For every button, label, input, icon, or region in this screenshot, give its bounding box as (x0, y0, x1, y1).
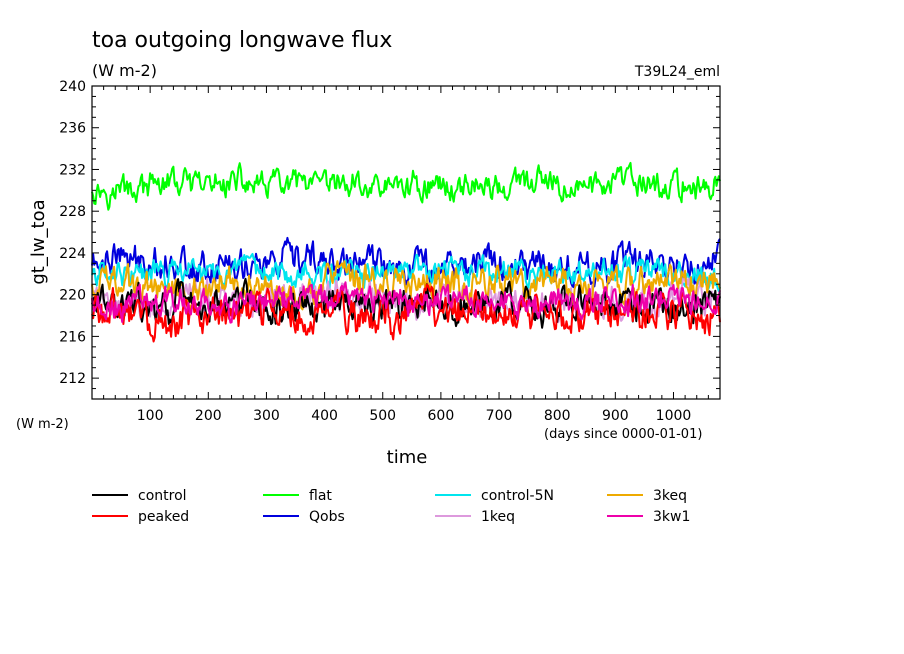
y-tick-label: 236 (59, 121, 86, 137)
x-tick-label: 100 (137, 408, 164, 424)
x-tick-label: 1000 (656, 408, 692, 424)
legend-item: control (92, 488, 187, 504)
y-tick-labels: 212 216 220 224 228 232 236 240 (59, 79, 86, 387)
y-tick-label: 228 (59, 204, 86, 220)
x-units-label: (days since 0000-01-01) (544, 427, 702, 442)
series-line-qobs (91, 236, 721, 289)
legend-item: peaked (92, 509, 189, 525)
legend-label: peaked (138, 509, 189, 525)
x-tick-label: 400 (311, 408, 338, 424)
chart-units: (W m-2) (92, 61, 157, 80)
legend-label: control-5N (481, 488, 554, 504)
legend-label: flat (309, 488, 332, 504)
x-tick-label: 300 (253, 408, 280, 424)
axis-ticks (92, 86, 720, 399)
legend-item: 3keq (607, 488, 687, 504)
x-tick-label: 900 (602, 408, 629, 424)
chart-title: toa outgoing longwave flux (92, 28, 392, 53)
y-tick-label: 224 (59, 246, 86, 262)
legend: control flat control-5N 3keq peaked Qobs 1keq 3… (92, 488, 690, 525)
y-tick-label: 212 (59, 371, 86, 387)
y-axis-label: gt_lw_toa (28, 199, 49, 284)
x-tick-label: 500 (369, 408, 396, 424)
series-line-3keq (91, 260, 721, 312)
legend-label: Qobs (309, 509, 345, 525)
legend-item: 3kw1 (607, 509, 690, 525)
y-tick-label: 220 (59, 288, 86, 304)
legend-label: control (138, 488, 187, 504)
legend-item: 1keq (435, 509, 515, 525)
x-tick-label: 800 (544, 408, 571, 424)
series-line-flat (91, 161, 721, 211)
x-axis-label: time (387, 447, 428, 468)
series-line-peaked (91, 283, 721, 343)
plot-frame (91, 85, 721, 400)
series-line-3kw1 (91, 281, 721, 324)
x-tick-labels: 100 200 300 400 500 600 700 800 900 1000 (137, 408, 692, 424)
y-units-label: (W m-2) (16, 417, 69, 432)
y-tick-label: 232 (59, 162, 86, 178)
plot-lines (91, 161, 721, 343)
experiment-label: T39L24_eml (634, 64, 720, 80)
legend-item: flat (263, 488, 332, 504)
legend-item: control-5N (435, 488, 554, 504)
y-tick-label: 216 (59, 329, 86, 345)
legend-label: 3keq (653, 488, 687, 504)
series-line-control-5n (91, 252, 721, 294)
y-tick-label: 240 (59, 79, 86, 95)
x-tick-label: 600 (428, 408, 455, 424)
legend-label: 3kw1 (653, 509, 690, 525)
legend-label: 1keq (481, 509, 515, 525)
x-tick-label: 200 (195, 408, 222, 424)
legend-item: Qobs (263, 509, 345, 525)
x-tick-label: 700 (486, 408, 513, 424)
